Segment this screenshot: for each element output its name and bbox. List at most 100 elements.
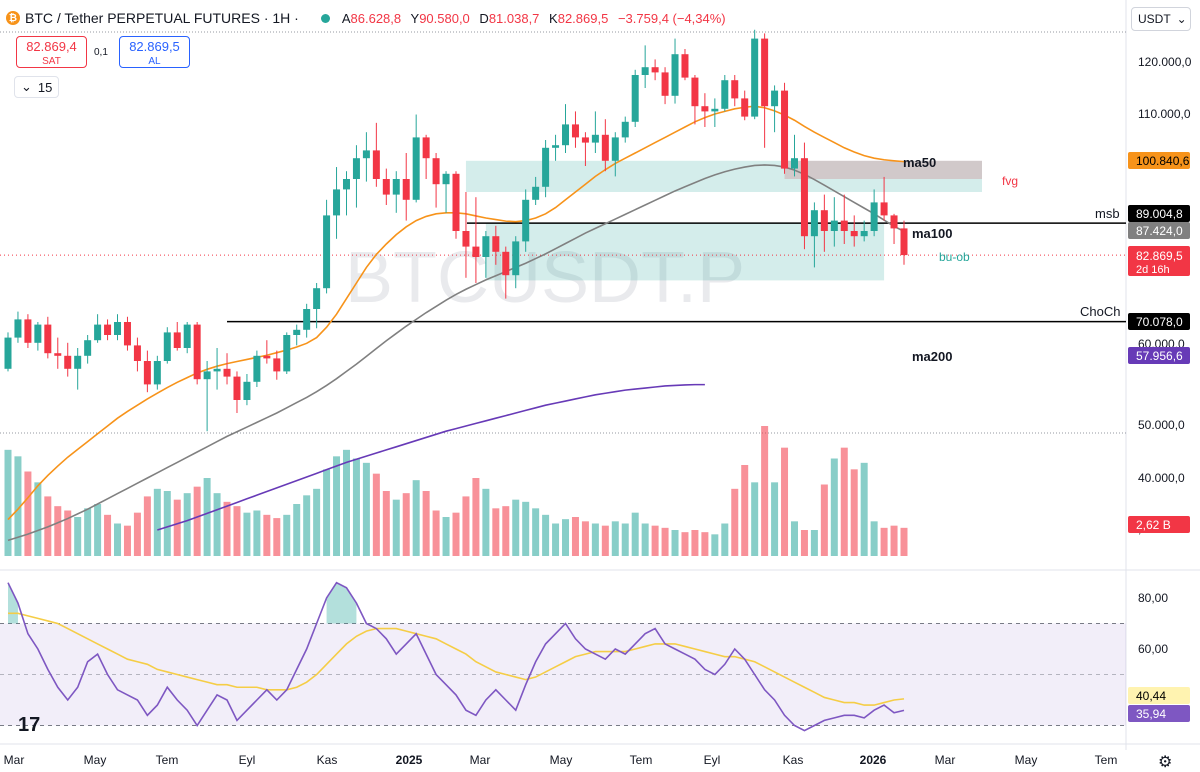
volume-bar (243, 512, 251, 556)
volume-bar (104, 514, 112, 556)
ma200-line (157, 383, 705, 531)
msb-price-tag-bg (1128, 205, 1190, 222)
sell-label: SAT (42, 56, 61, 67)
candle-body (552, 145, 560, 148)
zone-fvg (784, 160, 982, 179)
ma200-annotation: ma200 (912, 349, 952, 364)
volume-bar (114, 523, 122, 556)
volume-bar (621, 523, 629, 556)
candle-body (382, 179, 390, 195)
candle-body (820, 210, 828, 231)
volume-bar (781, 447, 789, 556)
candle-body (293, 329, 301, 335)
candle-body (94, 324, 102, 341)
volume-bar (352, 458, 360, 556)
volume-tag-bg (1128, 516, 1190, 533)
candle-body (651, 67, 659, 73)
time-axis-label: Tem (156, 753, 179, 767)
volume-bar (462, 496, 470, 556)
time-axis-label: May (550, 753, 573, 767)
candle-body (303, 309, 311, 330)
candle-body (114, 322, 122, 335)
candle-body (362, 150, 370, 159)
volume-bar (342, 449, 350, 556)
volume-bar (641, 523, 649, 556)
volume-bar (472, 478, 480, 556)
volume-bar (34, 482, 42, 556)
time-axis-label: Mar (470, 753, 491, 767)
chevron-down-icon: ⌄ (1176, 12, 1187, 26)
volume-bar (313, 488, 321, 556)
ma50-price-tag: 100.840,6 (1136, 154, 1190, 168)
candle-body (133, 345, 141, 361)
candle-body (701, 106, 709, 112)
candle-body (810, 210, 818, 237)
chevron-down-icon: ⌄ (21, 79, 32, 94)
volume-bar (412, 480, 420, 556)
buy-button[interactable]: 82.869,5 AL (119, 36, 190, 68)
volume-bar (452, 512, 460, 556)
candle-body (890, 215, 898, 229)
volume-bar (183, 493, 191, 556)
candle-body (771, 90, 779, 107)
volume-bar (771, 482, 779, 556)
volume-bar (691, 530, 699, 556)
candle-body (611, 137, 619, 161)
candle-body (850, 231, 858, 237)
candle-body (462, 231, 470, 247)
candle-body (562, 124, 570, 146)
candle-body (751, 38, 759, 117)
volume-bar (562, 519, 570, 556)
symbol-title[interactable]: BTC / Tether PERPETUAL FUTURES · 1H · (25, 10, 299, 26)
sell-button[interactable]: 82.869,4 SAT (16, 36, 87, 68)
candle-body (442, 173, 450, 185)
candle-body (193, 324, 201, 380)
volume-bar (392, 499, 400, 556)
interval-selector[interactable]: ⌄ 15 (14, 76, 60, 98)
rsi-ma-tag-bg (1128, 687, 1190, 704)
time-axis-label: May (1015, 753, 1038, 767)
volume-bar (203, 478, 211, 556)
candle-body (601, 134, 609, 161)
volume-bar (362, 462, 370, 556)
currency-label: USDT (1138, 12, 1171, 26)
volume-bar (800, 530, 808, 556)
candle-body (313, 288, 321, 309)
volume-bar (512, 499, 520, 556)
ma100-price-tag: 87.424,0 (1136, 224, 1183, 238)
candle-body (64, 355, 72, 369)
volume-bar (810, 530, 818, 556)
last-price-tag: 82.869,5 (1136, 249, 1183, 263)
volume-bar (233, 506, 241, 556)
close-label: K (549, 10, 558, 26)
volume-bar (133, 512, 141, 556)
choch-annotation: ChoCh (1080, 304, 1120, 319)
open-value: 86.628,8 (350, 10, 402, 26)
candle-body (581, 137, 589, 143)
candle-body (492, 236, 500, 252)
fvg-annotation: fvg (1002, 174, 1018, 188)
candle-body (422, 137, 430, 159)
tradingview-logo-icon[interactable]: 17 (18, 714, 41, 736)
buy-price: 82.869,5 (129, 39, 180, 54)
time-axis-label: Mar (4, 753, 25, 767)
currency-selector[interactable]: USDT ⌄ (1131, 7, 1191, 31)
gear-icon[interactable]: ⚙ (1158, 754, 1173, 771)
ohlc-values: A86.628,8 Y90.580,0 D81.038,7 K82.869,5 … (342, 11, 732, 26)
candle-body (213, 368, 221, 372)
candle-body (800, 158, 808, 237)
rsi-overbought-fill (8, 582, 18, 624)
volume-bar (143, 496, 151, 556)
volume-bar (571, 517, 579, 556)
choch-price-tag: 70.078,0 (1136, 315, 1183, 329)
candle-body (452, 173, 460, 231)
candle-body (532, 186, 540, 200)
volume-bar (333, 456, 341, 556)
candle-body (721, 80, 729, 109)
volume-bar (273, 518, 281, 556)
volume-bar (193, 486, 201, 556)
volume-bar (631, 512, 639, 556)
close-value: 82.869,5 (557, 10, 609, 26)
candle-body (900, 228, 908, 256)
